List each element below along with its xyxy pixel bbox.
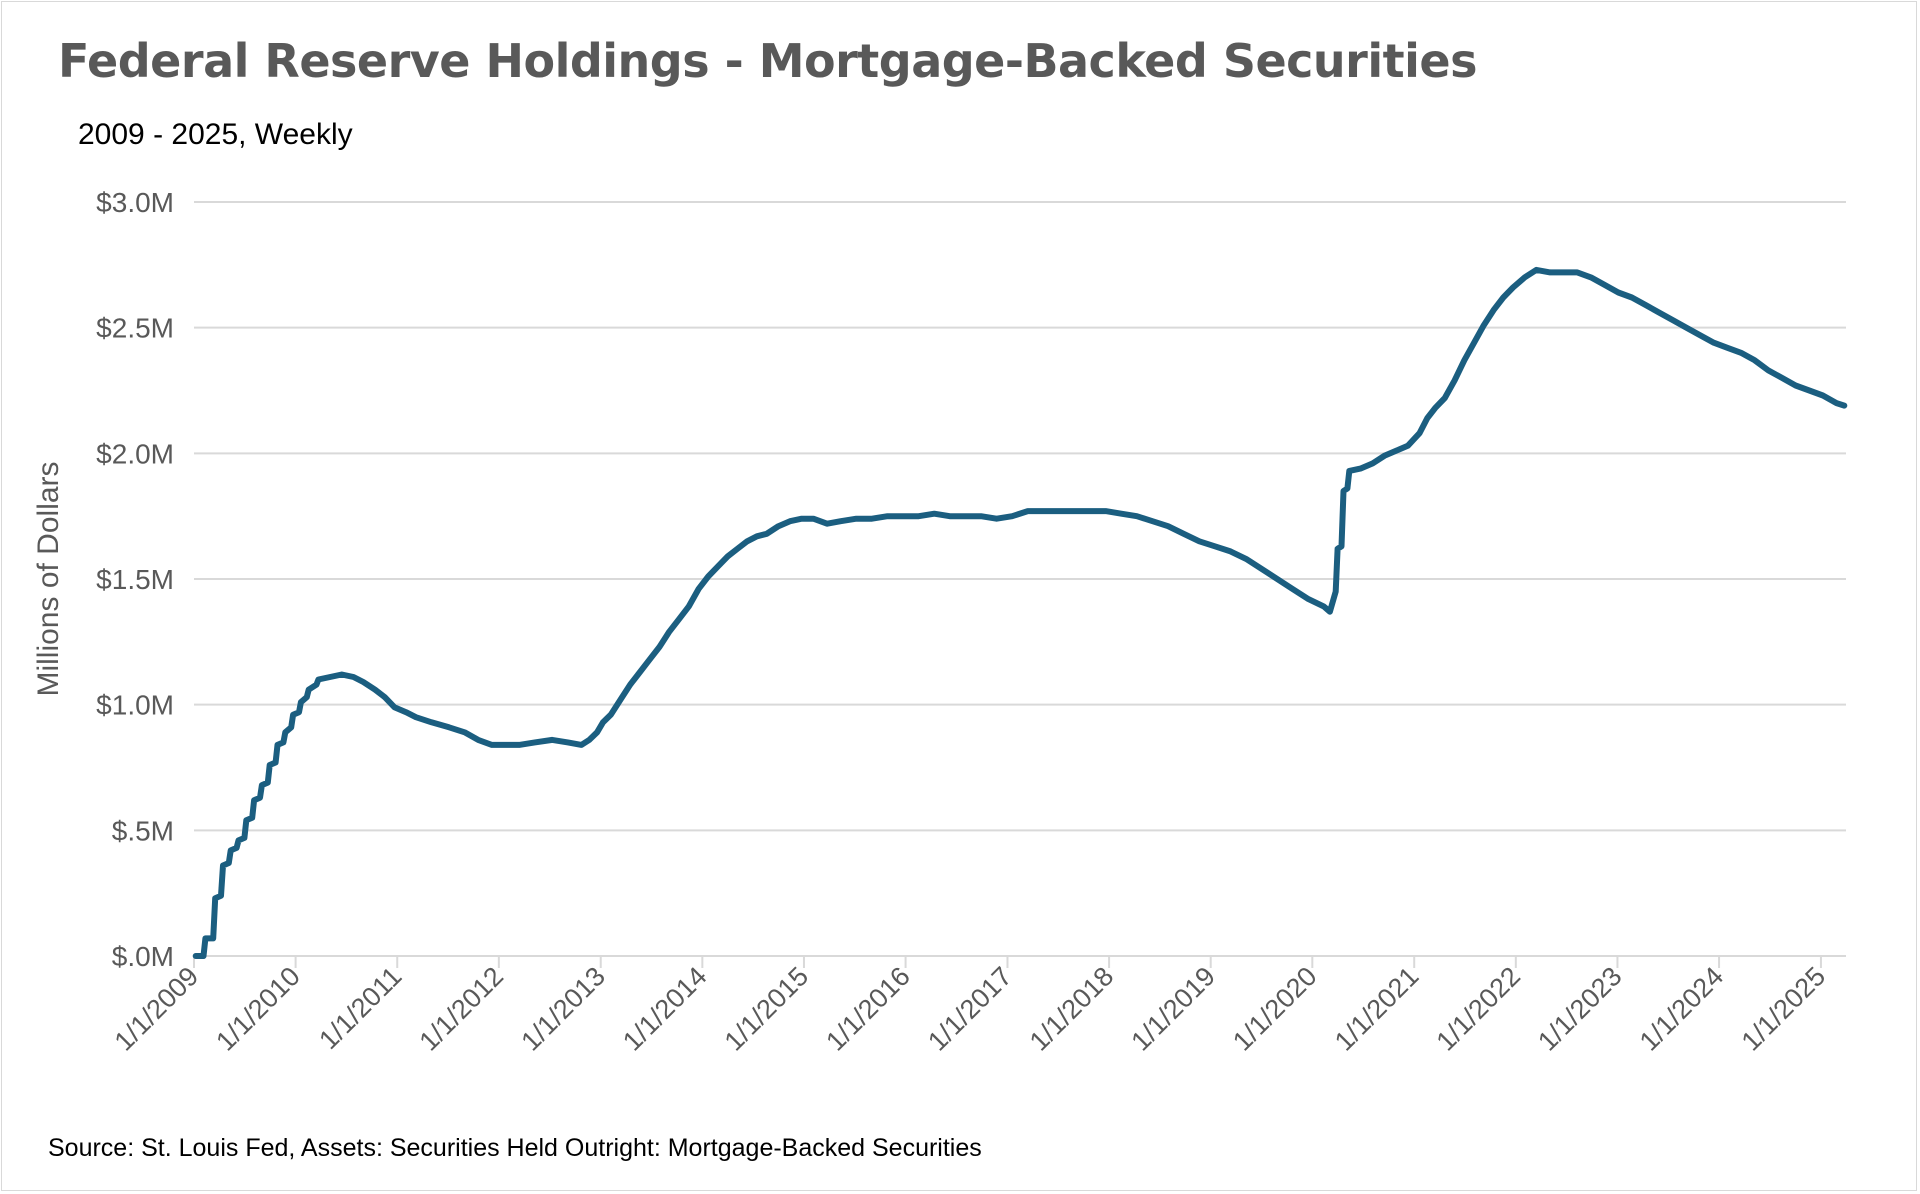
x-tick-label: 1/1/2010: [210, 961, 306, 1057]
x-tick-label: 1/1/2024: [1634, 961, 1730, 1057]
y-tick-label: $2.5M: [96, 313, 174, 344]
x-tick-label: 1/1/2016: [820, 961, 916, 1057]
y-tick-label: $.0M: [112, 941, 174, 972]
series-layer: [192, 266, 1848, 959]
series-line-0: [192, 266, 1848, 959]
x-tick-label: 1/1/2015: [719, 961, 815, 1057]
y-tick-label: $.5M: [112, 815, 174, 846]
x-tick-label: 1/1/2014: [617, 961, 713, 1057]
chart-subtitle: 2009 - 2025, Weekly: [78, 118, 353, 151]
x-tick-label: 1/1/2009: [109, 961, 205, 1057]
x-tick-label: 1/1/2022: [1431, 961, 1527, 1057]
x-tick-label: 1/1/2020: [1227, 961, 1323, 1057]
x-tick-label: 1/1/2021: [1329, 961, 1425, 1057]
y-axis-title: Millions of Dollars: [32, 461, 65, 696]
y-tick-label: $3.0M: [96, 187, 174, 218]
x-tick-label: 1/1/2013: [515, 961, 611, 1057]
x-tick-label: 1/1/2017: [922, 961, 1018, 1057]
chart-source: Source: St. Louis Fed, Assets: Securitie…: [48, 1134, 982, 1162]
x-tick-label: 1/1/2012: [414, 961, 510, 1057]
x-tick-label: 1/1/2023: [1532, 961, 1628, 1057]
chart-title: Federal Reserve Holdings - Mortgage-Back…: [58, 34, 1477, 88]
y-tick-label: $2.0M: [96, 438, 174, 469]
y-tick-label: $1.0M: [96, 690, 174, 721]
y-tick-label: $1.5M: [96, 564, 174, 595]
axes: $.0M $.5M $1.0M $1.5M $2.0M $2.5M $3.0M 1/1/200…: [96, 187, 1846, 1057]
x-tick-label: 1/1/2019: [1125, 961, 1221, 1057]
x-tick-label: 1/1/2018: [1024, 961, 1120, 1057]
gridlines: [194, 201, 1846, 832]
x-tick-label: 1/1/2011: [313, 961, 407, 1055]
x-tick-label: 1/1/2025: [1736, 961, 1832, 1057]
